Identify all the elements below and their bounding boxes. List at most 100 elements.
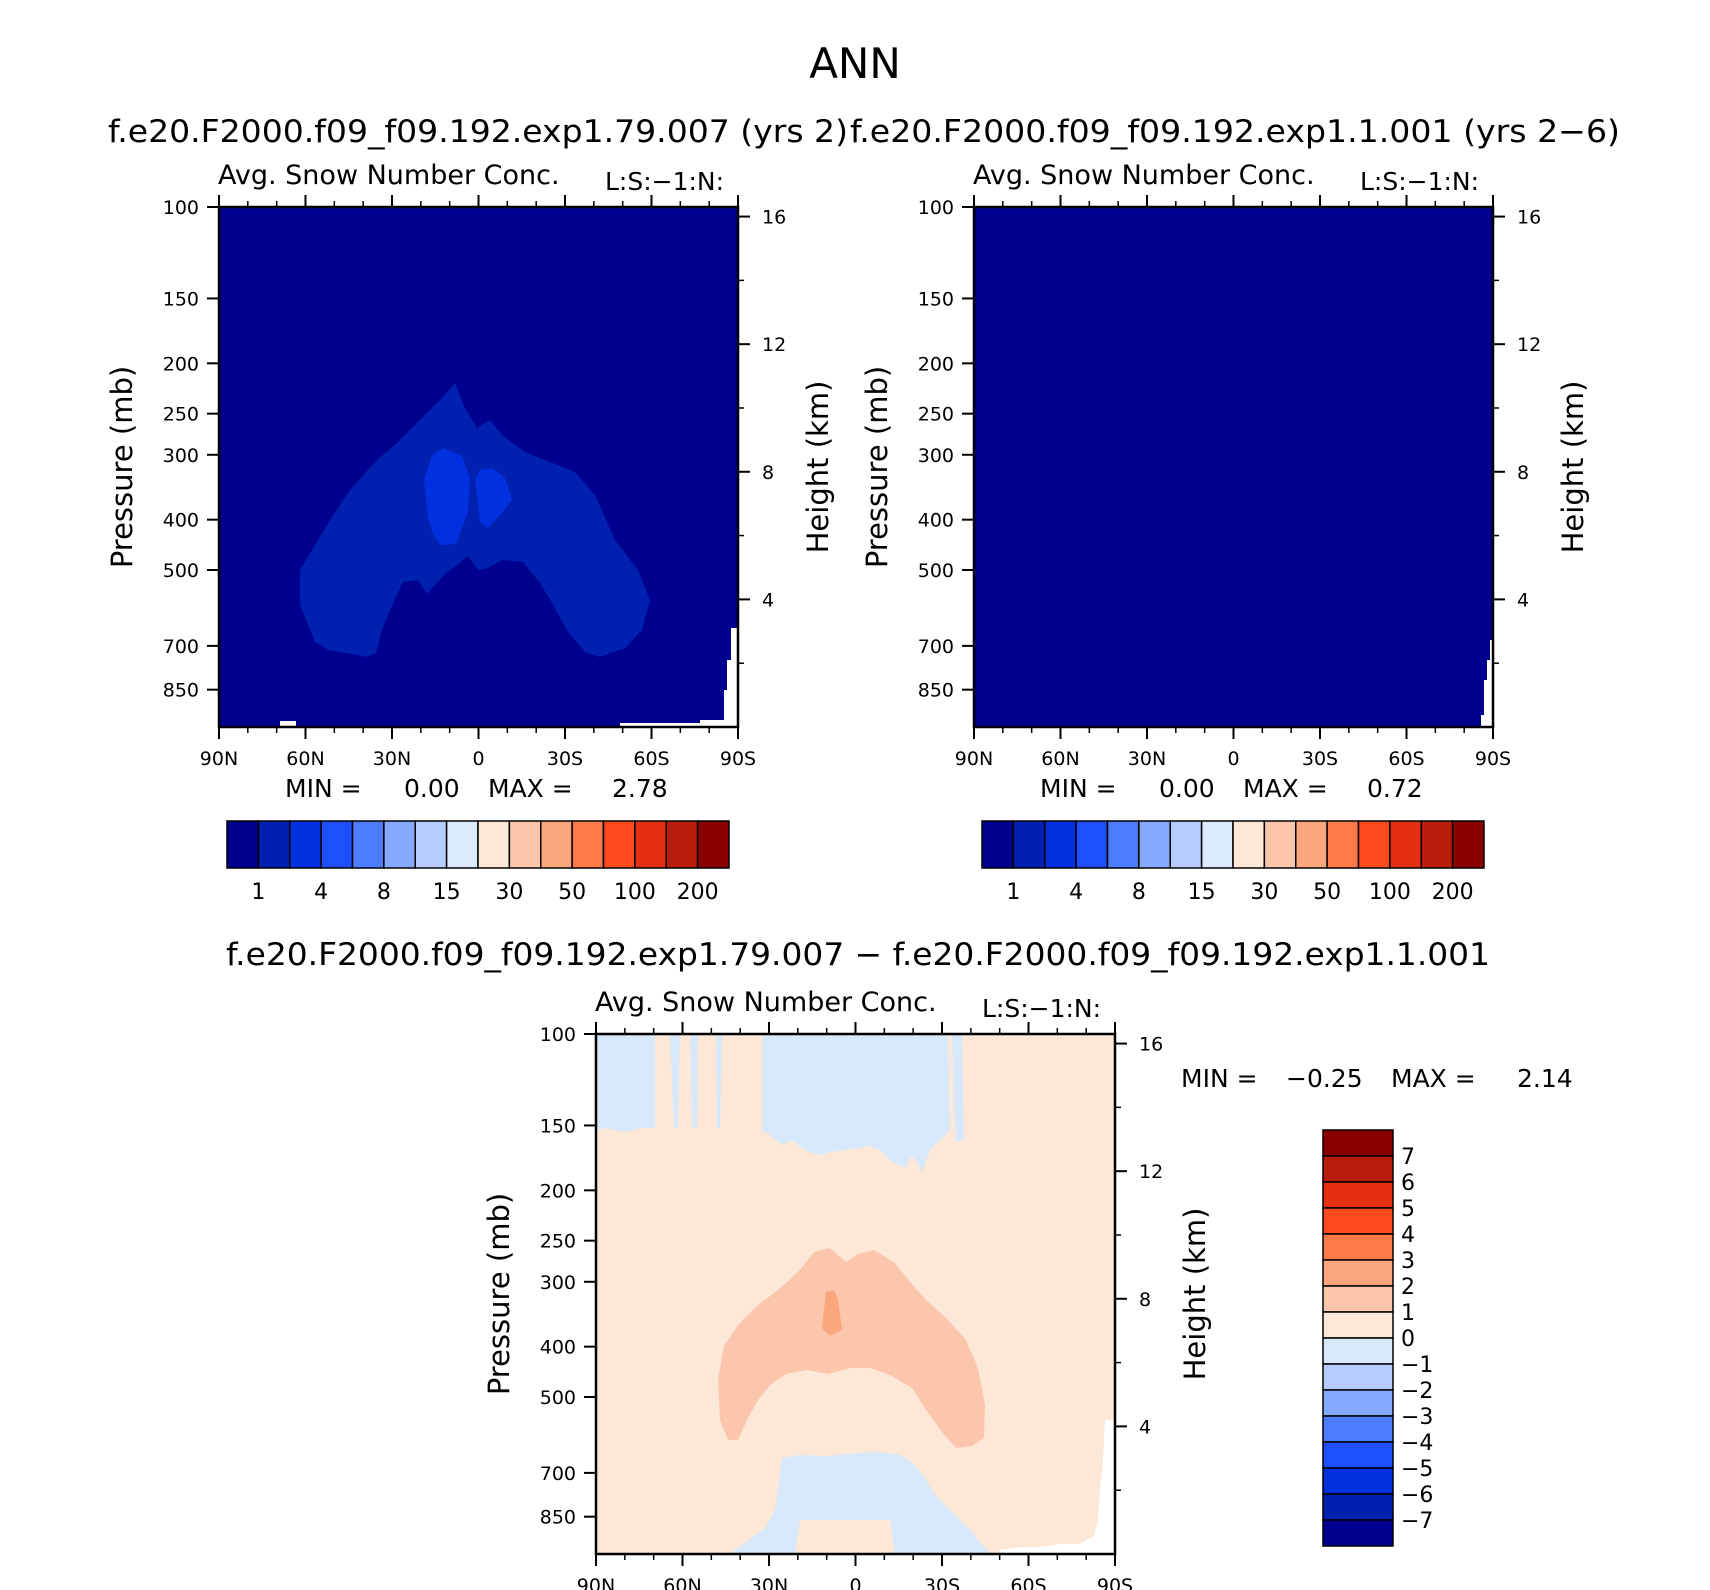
y-tick-label: 100 (540, 1024, 576, 1046)
x-tick-label: 60N (286, 748, 324, 770)
panel-diff-positive-level-2 (822, 1290, 842, 1336)
x-tick-label: 60N (1041, 748, 1079, 770)
y-tick-label: 700 (163, 636, 199, 658)
colorbar-label: −3 (1401, 1405, 1433, 1430)
colorbar-label: 50 (1313, 880, 1341, 905)
colorbar-box (1106, 820, 1140, 869)
panel-b: Avg. Snow Number Conc. L:S:−1:N: 90N 60N 3… (860, 160, 1590, 905)
colorbar-box (508, 820, 542, 869)
panel-b-max-label: MAX = (1243, 774, 1328, 803)
colorbar-box (1075, 820, 1109, 869)
y2-tick-label: 16 (1517, 207, 1541, 229)
panel-b-missing-surface (1481, 640, 1493, 727)
panel-a-units: L:S:−1:N: (605, 167, 724, 196)
colorbar-box (257, 820, 291, 869)
panel-diff-ylabel: Pressure (mb) (482, 1193, 516, 1395)
colorbar-box (1322, 1467, 1394, 1495)
colorbar-box (1322, 1181, 1394, 1209)
panel-a-title: Avg. Snow Number Conc. (218, 160, 560, 191)
panel-diff-units: L:S:−1:N: (982, 994, 1101, 1023)
x-tick-label: 60S (1010, 1575, 1046, 1590)
panel-b-min-value: 0.00 (1159, 774, 1215, 803)
panel-diff-negative-top-left (596, 1034, 655, 1132)
y-tick-label: 150 (163, 288, 199, 310)
y-tick-label: 400 (918, 510, 954, 532)
colorbar-box (1420, 820, 1454, 869)
y-tick-label: 700 (918, 636, 954, 658)
colorbar-box (1322, 1415, 1394, 1443)
panel-a-min-value: 0.00 (404, 774, 460, 803)
panel-a-max-label: MAX = (488, 774, 573, 803)
colorbar-box (696, 820, 730, 869)
colorbar-label: 30 (495, 880, 523, 905)
colorbar-label: 15 (433, 880, 461, 905)
x-tick-label: 0 (472, 748, 484, 770)
x-tick-label: 30N (373, 748, 411, 770)
y-tick-label: 250 (540, 1231, 576, 1253)
colorbar-box (1322, 1363, 1394, 1391)
colorbar-box (1357, 820, 1391, 869)
panel-b-axes: 90N 60N 30N 0 30S 60S 90S 100 150 200 250 300 400 500… (918, 195, 1541, 770)
colorbar-box (1322, 1441, 1394, 1469)
colorbar-label: 4 (314, 880, 328, 905)
page-title: ANN (809, 39, 901, 88)
colorbar-box (1322, 1155, 1394, 1183)
y-tick-label: 100 (163, 197, 199, 219)
y-tick-label: 850 (918, 680, 954, 702)
colorbar-label: 30 (1250, 880, 1278, 905)
colorbar-label: 8 (1132, 880, 1146, 905)
colorbar-box (383, 820, 416, 869)
colorbar-box (477, 820, 511, 869)
panel-diff-positive-level-1 (718, 1248, 985, 1448)
colorbar-box (1322, 1389, 1394, 1417)
x-tick-label: 90N (955, 748, 993, 770)
panel-diff-y2label: Height (km) (1178, 1208, 1212, 1381)
y2-tick-label: 4 (1517, 589, 1529, 611)
colorbar-box (289, 820, 322, 869)
panel-a-y2label: Height (km) (801, 381, 835, 554)
x-tick-label: 30S (547, 748, 583, 770)
x-tick-label: 90N (577, 1575, 615, 1590)
colorbar-label: −2 (1401, 1379, 1433, 1404)
y-tick-label: 150 (918, 288, 954, 310)
panel-b-max-value: 0.72 (1367, 774, 1423, 803)
panel-a-axes: 90N 60N 30N 0 30S 60S 90S 100 150 200 250 300 400 500… (163, 195, 786, 770)
colorbar-box (1322, 1207, 1394, 1235)
colorbar-box (1322, 1311, 1394, 1339)
x-tick-label: 60N (663, 1575, 701, 1590)
y-tick-label: 200 (540, 1180, 576, 1202)
colorbar-box (445, 820, 479, 869)
colorbar-label: 50 (558, 880, 586, 905)
panel-b-units: L:S:−1:N: (1360, 167, 1479, 196)
panel-diff-negative-top-strip (670, 1034, 722, 1128)
panel-a-max-value: 2.78 (612, 774, 668, 803)
colorbar-label: 1 (1401, 1301, 1415, 1326)
colorbar-box (1322, 1129, 1394, 1157)
y-tick-label: 200 (918, 353, 954, 375)
colorbar-box (320, 820, 354, 869)
panel-b-colorbar: 1 4 8 15 30 50 100 200 (981, 820, 1485, 905)
panel-diff-negative-bottom (730, 1452, 990, 1554)
colorbar-box (1322, 1285, 1394, 1313)
y2-tick-label: 4 (762, 589, 774, 611)
colorbar-box (1451, 820, 1485, 869)
y-tick-label: 250 (918, 404, 954, 426)
y2-tick-label: 16 (762, 207, 786, 229)
colorbar-box (1389, 820, 1422, 869)
y-tick-label: 150 (540, 1115, 576, 1137)
y-tick-label: 300 (163, 445, 199, 467)
panel-b-y2label: Height (km) (1556, 381, 1590, 554)
x-tick-label: 90S (1097, 1575, 1133, 1590)
colorbar-label: 100 (614, 880, 656, 905)
y-tick-label: 500 (918, 560, 954, 582)
y-tick-label: 850 (540, 1507, 576, 1529)
colorbar-label: 7 (1401, 1145, 1415, 1170)
panel-b-background-level (974, 207, 1493, 727)
colorbar-box (1263, 820, 1297, 869)
colorbar-label: 6 (1401, 1171, 1415, 1196)
panel-a-contour-level-1 (300, 383, 650, 657)
y-tick-label: 500 (540, 1387, 576, 1409)
y-tick-label: 100 (918, 197, 954, 219)
colorbar-label: 200 (1432, 880, 1474, 905)
x-tick-label: 30S (1302, 748, 1338, 770)
